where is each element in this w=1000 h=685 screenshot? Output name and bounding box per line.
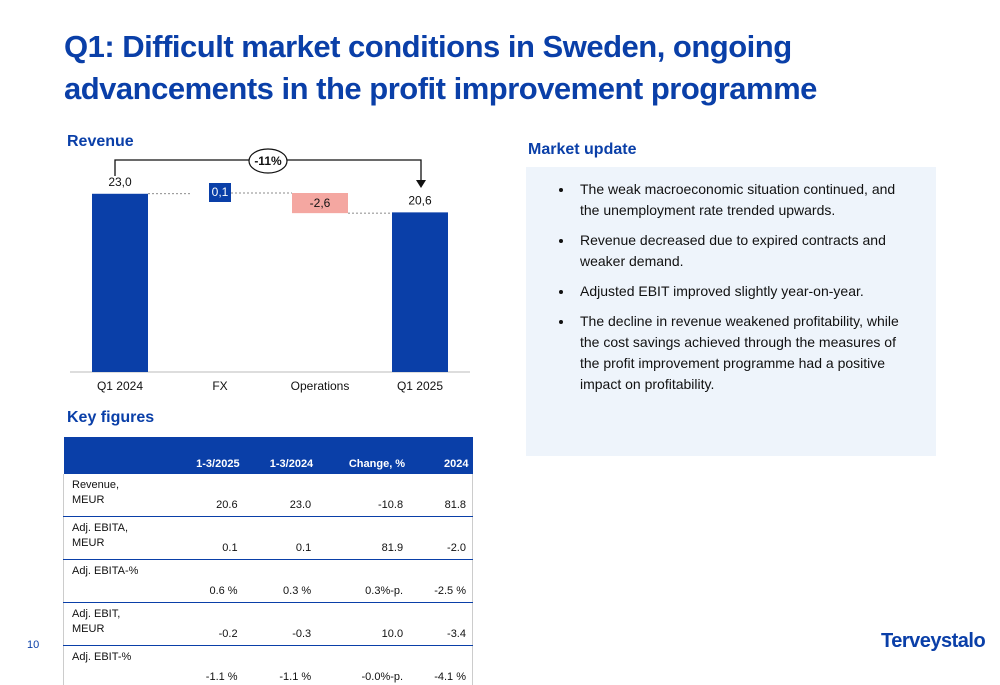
x-tick-label: Operations — [291, 379, 350, 393]
header-cell: 2024 — [409, 437, 473, 474]
logo: Terveystalo — [881, 630, 986, 652]
bullet-list: The weak macroeconomic situation continu… — [526, 167, 936, 395]
table-cell: 0.3 % — [243, 559, 318, 603]
change-bracket — [114, 159, 422, 182]
table-cell: Adj. EBIT-% — [63, 645, 170, 685]
table-cell: Revenue, MEUR — [63, 474, 170, 517]
x-tick-label: Q1 2025 — [397, 379, 443, 393]
table-cell: -2.5 % — [409, 559, 474, 603]
table-row: Adj. EBIT, MEUR -0.2 -0.3 10.0 -3.4 — [63, 602, 474, 646]
header-cell: Change, % — [317, 437, 410, 474]
header-cell — [63, 437, 170, 474]
table-cell: 0.6 % — [170, 559, 244, 603]
table-cell: 10.0 — [317, 602, 410, 646]
page-number: 10 — [27, 639, 40, 651]
table-cell: -3.4 — [409, 602, 474, 646]
table-cell: -0.3 — [243, 602, 318, 646]
x-tick-label: FX — [212, 379, 227, 393]
table-cell: 0.3%-p. — [317, 559, 410, 603]
value-label: -2,6 — [310, 196, 331, 210]
table-cell: Adj. EBITA, MEUR — [63, 516, 170, 560]
table-cell: -4.1 % — [409, 645, 474, 685]
bullet: Adjusted EBIT improved slightly year-on-… — [574, 281, 916, 302]
chart-title: Revenue — [67, 133, 134, 150]
bar — [292, 193, 348, 214]
section-title: Market update — [528, 141, 637, 158]
value-label: 23,0 — [108, 175, 132, 189]
table-cell: Adj. EBIT, MEUR — [63, 602, 170, 646]
table-cell: 0.1 — [170, 516, 244, 560]
x-tick-label: Q1 2024 — [97, 379, 143, 393]
table-cell: 23.0 — [243, 474, 318, 517]
table-cell: -0.2 — [170, 602, 244, 646]
table-cell: Adj. EBITA-% — [63, 559, 170, 603]
bullet: The decline in revenue weakened profitab… — [574, 311, 916, 395]
table-row: Revenue, MEUR 20.6 23.0 -10.8 81.8 — [63, 474, 474, 517]
header-cell: 1-3/2024 — [243, 437, 318, 474]
value-label-box — [209, 183, 231, 202]
table-row: Adj. EBIT-% -1.1 % -1.1 % -0.0%-p. -4.1 % — [63, 645, 474, 685]
market-update-box: The weak macroeconomic situation continu… — [526, 167, 936, 456]
table-row: Adj. EBITA-% 0.6 % 0.3 % 0.3%-p. -2.5 % — [63, 559, 474, 603]
table-cell: -1.1 % — [170, 645, 244, 685]
value-label: 0,1 — [212, 185, 229, 199]
chart: -11% Q1 2024 23,0 FX 0,1 Operations -2,6 Q1 20… — [70, 148, 470, 393]
bullet: The weak macroeconomic situation continu… — [574, 179, 916, 221]
annotation: -11% — [254, 154, 282, 168]
section-title: Key figures — [67, 409, 155, 426]
table-row: Adj. EBITA, MEUR 0.1 0.1 81.9 -2.0 — [63, 516, 474, 560]
bar — [392, 212, 448, 372]
table-cell: 0.1 — [243, 516, 318, 560]
header-cell: 1-3/2025 — [170, 437, 244, 474]
value-label: 20,6 — [408, 194, 432, 208]
table-cell: -2.0 — [409, 516, 474, 560]
annotation-bubble — [248, 148, 288, 174]
arrow-head — [416, 180, 426, 188]
bar — [92, 193, 148, 372]
table-cell: -10.8 — [317, 474, 410, 517]
table-cell: 81.9 — [317, 516, 410, 560]
table-cell: 81.8 — [409, 474, 474, 517]
table-cell: -1.1 % — [243, 645, 318, 685]
bullet: Revenue decreased due to expired contrac… — [574, 230, 916, 272]
table-cell: -0.0%-p. — [317, 645, 410, 685]
key-figures-table: 1-3/2025 1-3/2024 Change, % 2024 Revenue, ME… — [63, 437, 474, 685]
table-cell: 20.6 — [170, 474, 244, 517]
slide-title: Q1: Difficult market conditions in Swede… — [64, 29, 817, 106]
